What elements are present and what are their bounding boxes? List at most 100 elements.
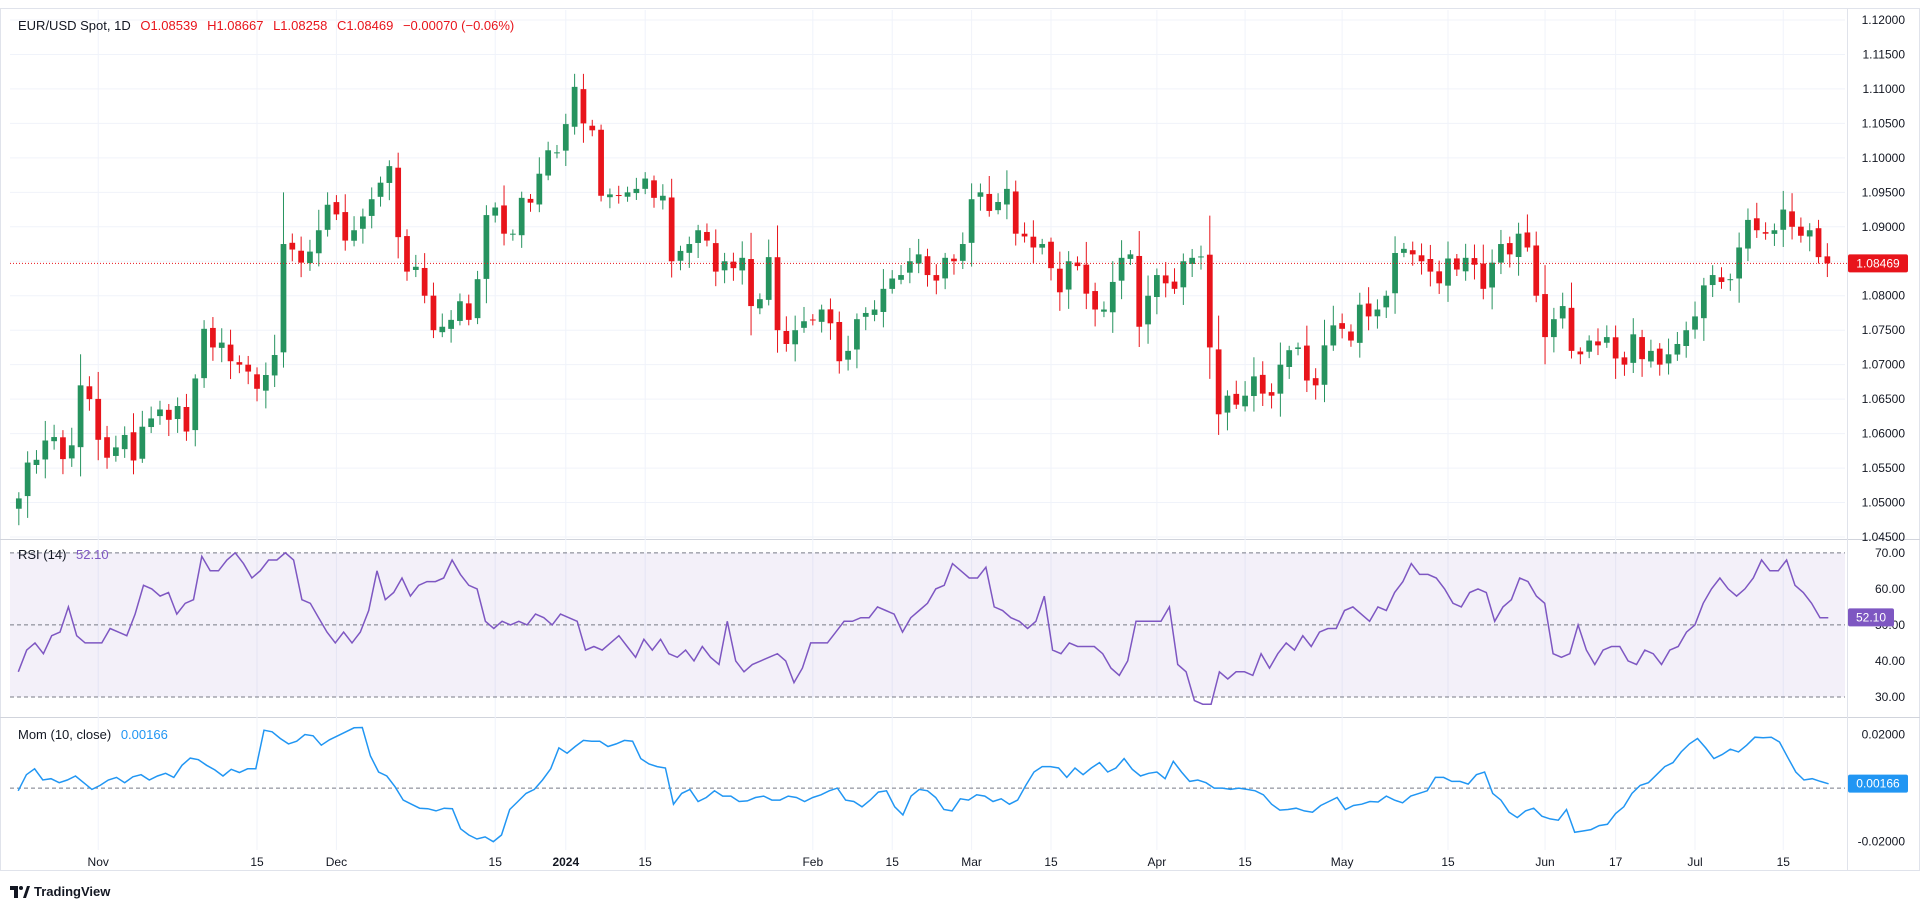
candle-body (695, 230, 701, 243)
candle-body (1471, 258, 1478, 265)
time-tick-label: 15 (639, 855, 653, 869)
momentum-title[interactable]: Mom (10, close) (18, 727, 112, 742)
candle-body (951, 258, 957, 262)
candlestick-series[interactable] (15, 73, 1831, 526)
candle-body (1083, 264, 1090, 294)
close-value: C1.08469 (336, 18, 394, 33)
candle-body (1674, 343, 1681, 355)
candle-body (24, 462, 31, 497)
candle-body (457, 301, 463, 321)
price-tick-label: 1.07000 (1862, 358, 1906, 372)
rsi-value: 52.10 (76, 547, 109, 562)
rsi-tick-label: 40.00 (1875, 654, 1905, 668)
candle-body (1039, 244, 1046, 248)
candle-body (1162, 275, 1169, 284)
candle-body (845, 350, 851, 360)
candle-body (598, 129, 604, 196)
candle-body (1612, 337, 1619, 359)
chart-grid (0, 8, 1920, 871)
time-tick-label: 15 (489, 855, 503, 869)
candle-body (183, 407, 190, 432)
price-tick-label: 1.06500 (1862, 392, 1906, 406)
candle-body (1418, 255, 1425, 262)
open-value: O1.08539 (140, 18, 198, 33)
price-tick-label: 1.11500 (1863, 47, 1906, 61)
candle-body (33, 459, 40, 465)
candle-body (1242, 395, 1248, 407)
candle-body (1559, 306, 1566, 319)
candle-body (1506, 243, 1513, 255)
candle-body (1789, 211, 1795, 227)
candle-body (1489, 262, 1495, 288)
candle-body (1251, 376, 1257, 397)
low-value: L1.08258 (273, 18, 328, 33)
momentum-legend[interactable]: Mom (10, close) 0.00166 (18, 727, 174, 742)
candle-body (977, 192, 984, 197)
candle-body (1445, 258, 1451, 286)
candle-body (201, 328, 207, 379)
candle-body (704, 231, 710, 241)
candle-body (801, 321, 807, 328)
candle-body (536, 173, 543, 205)
candle-body (448, 319, 454, 329)
candle-body (465, 303, 472, 320)
candle-body (1286, 350, 1293, 367)
candle-body (104, 437, 110, 458)
candle-body (360, 216, 366, 229)
candle-body (1030, 236, 1037, 248)
time-tick-label: 15 (1044, 855, 1058, 869)
candle-body (1780, 209, 1787, 230)
candle-body (1568, 307, 1575, 351)
time-tick-label: 15 (886, 855, 900, 869)
candle-body (501, 205, 507, 234)
rsi-badge-label: 52.10 (1856, 610, 1886, 624)
candle-body (130, 432, 137, 461)
candle-body (1762, 232, 1769, 234)
candle-body (1621, 357, 1628, 365)
candle-body (77, 385, 84, 448)
candle-body (307, 251, 313, 264)
candle-body (1815, 228, 1822, 258)
time-tick-label: Apr (1148, 855, 1167, 869)
rsi-series[interactable] (17, 551, 1829, 705)
candle-body (651, 180, 657, 198)
candle-body (1012, 191, 1019, 234)
candle-body (474, 279, 481, 319)
candle-body (1700, 285, 1707, 319)
candle-body (1065, 261, 1072, 290)
candle-body (862, 312, 869, 317)
candle-body (1004, 188, 1010, 205)
candle-body (836, 321, 843, 362)
price-badge-label: 1.08469 (1856, 256, 1900, 270)
main-legend[interactable]: EUR/USD Spot, 1D O1.08539 H1.08667 L1.08… (18, 18, 520, 33)
candle-body (1718, 277, 1725, 282)
candle-body (1189, 257, 1196, 264)
candle-body (783, 330, 790, 344)
tradingview-logo[interactable]: TradingView (10, 884, 110, 899)
candle-body (933, 275, 940, 281)
rsi-title[interactable]: RSI (14) (18, 547, 67, 562)
rsi-badge (1848, 608, 1894, 627)
price-tick-label: 1.04500 (1862, 530, 1906, 544)
momentum-badge-label: 0.00166 (1856, 777, 1900, 791)
momentum-series[interactable] (10, 726, 1845, 843)
candle-body (1277, 364, 1284, 394)
candle-body (1206, 254, 1213, 348)
candle-body (1753, 218, 1760, 231)
candle-body (774, 257, 781, 331)
candle-body (1224, 395, 1231, 413)
candle-body (995, 201, 1001, 211)
candle-body (712, 243, 719, 272)
symbol-title[interactable]: EUR/USD Spot, 1D (18, 18, 131, 33)
candle-body (889, 278, 896, 289)
rsi-legend[interactable]: RSI (14) 52.10 (18, 547, 115, 562)
candle-body (677, 250, 684, 261)
candle-body (412, 266, 419, 270)
price-tick-label: 1.05000 (1862, 496, 1906, 510)
candle-body (342, 212, 349, 241)
time-tick-label: Dec (326, 855, 347, 869)
time-tick-label: May (1331, 855, 1354, 869)
candle-body (289, 242, 296, 250)
candle-body (1383, 295, 1390, 308)
candle-body (668, 197, 675, 262)
